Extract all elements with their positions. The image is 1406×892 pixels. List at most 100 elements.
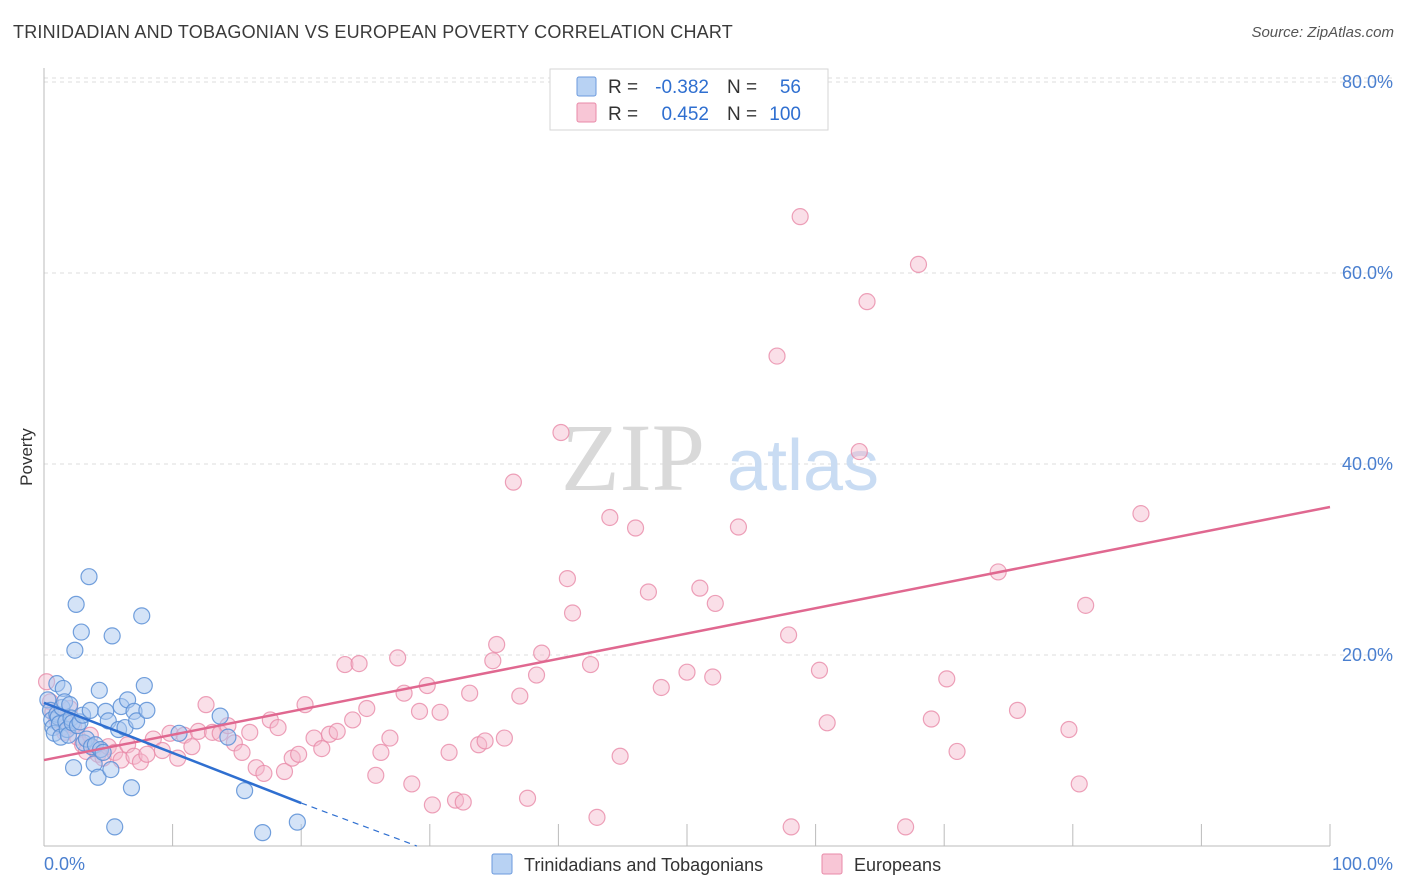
y-tick-label-60: 60.0% bbox=[1342, 263, 1393, 283]
trinidadians-point-56 bbox=[254, 824, 272, 842]
europeans-trend-line bbox=[43, 505, 1331, 762]
europeans-point-64 bbox=[454, 793, 472, 811]
y-tick-labels: 20.0% 40.0% 60.0% 80.0% bbox=[1342, 72, 1393, 665]
europeans-point-99 bbox=[897, 818, 915, 836]
europeans-point-81 bbox=[601, 508, 619, 527]
trinidadians-point-48 bbox=[127, 712, 146, 730]
europeans-point-21 bbox=[138, 745, 156, 763]
europeans-point-67 bbox=[476, 732, 494, 750]
europeans-point-70 bbox=[495, 729, 513, 747]
series-trinidadians-points bbox=[39, 568, 306, 842]
europeans-point-87 bbox=[691, 579, 709, 597]
europeans-point-93 bbox=[782, 818, 800, 836]
europeans-point-29 bbox=[197, 696, 215, 714]
trinidadians-point-40 bbox=[103, 627, 121, 645]
legend-r-label-1: R = bbox=[608, 77, 638, 98]
europeans-point-101 bbox=[922, 710, 940, 728]
europeans-point-68 bbox=[484, 652, 502, 670]
series-legend: Trinidadians and Tobagonians Europeans bbox=[491, 853, 941, 875]
trinidadians-point-49 bbox=[133, 607, 151, 625]
trinidadians-point-50 bbox=[135, 676, 153, 695]
europeans-point-84 bbox=[639, 583, 658, 601]
trinidadians-point-34 bbox=[90, 681, 108, 699]
x-tick-label-min: 0.0% bbox=[44, 854, 85, 874]
y-tick-label-40: 40.0% bbox=[1342, 454, 1393, 474]
europeans-point-91 bbox=[768, 347, 786, 365]
trinidadians-point-39 bbox=[102, 760, 120, 779]
grid-lines bbox=[44, 77, 1392, 656]
x-tick-label-max: 100.0% bbox=[1332, 854, 1393, 874]
europeans-point-88 bbox=[704, 668, 722, 686]
europeans-point-37 bbox=[255, 764, 273, 783]
legend-label-europeans: Europeans bbox=[854, 855, 941, 875]
trinidadians-point-41 bbox=[106, 818, 124, 836]
trinidadians-point-24 bbox=[72, 623, 90, 641]
trinidadians-point-55 bbox=[236, 782, 254, 800]
europeans-point-107 bbox=[1070, 775, 1088, 793]
europeans-point-96 bbox=[818, 714, 836, 732]
europeans-point-80 bbox=[588, 808, 606, 826]
legend-r-label-2: R = bbox=[608, 104, 638, 125]
trinidadians-point-53 bbox=[211, 707, 229, 725]
europeans-point-61 bbox=[431, 703, 449, 721]
europeans-point-106 bbox=[1060, 720, 1078, 739]
trinidadians-point-57 bbox=[288, 813, 306, 831]
trinidadians-point-21 bbox=[67, 595, 85, 613]
europeans-point-62 bbox=[440, 743, 458, 762]
legend-swatch-trinidadians bbox=[491, 853, 513, 875]
europeans-point-83 bbox=[626, 519, 645, 537]
source-credit: Source: ZipAtlas.com bbox=[1251, 24, 1394, 41]
europeans-point-103 bbox=[948, 742, 966, 761]
europeans-point-57 bbox=[403, 775, 421, 793]
legend-swatch-europeans bbox=[821, 853, 843, 875]
europeans-point-97 bbox=[850, 442, 868, 461]
trinidadians-point-54 bbox=[219, 728, 237, 746]
europeans-point-94 bbox=[791, 208, 809, 226]
y-tick-label-80: 80.0% bbox=[1342, 72, 1393, 92]
trinidadians-point-19 bbox=[64, 759, 83, 777]
europeans-point-75 bbox=[527, 666, 546, 684]
europeans-point-49 bbox=[344, 711, 362, 729]
europeans-point-19 bbox=[125, 747, 143, 765]
series-europeans-points bbox=[37, 208, 1150, 836]
legend-r-value-1: -0.382 bbox=[655, 77, 709, 98]
europeans-point-100 bbox=[909, 255, 928, 274]
europeans-point-34 bbox=[233, 743, 251, 762]
europeans-point-51 bbox=[358, 699, 376, 718]
europeans-point-86 bbox=[678, 663, 696, 681]
europeans-point-98 bbox=[858, 293, 876, 311]
europeans-point-42 bbox=[290, 745, 308, 763]
europeans-point-109 bbox=[1132, 505, 1150, 523]
europeans-point-39 bbox=[269, 718, 287, 737]
legend-n-value-2: 100 bbox=[769, 104, 801, 125]
trinidadians-point-20 bbox=[66, 641, 84, 659]
europeans-point-73 bbox=[518, 789, 537, 807]
trinidadians-trend-line bbox=[43, 701, 302, 805]
europeans-point-78 bbox=[563, 604, 582, 622]
europeans-point-27 bbox=[183, 738, 201, 756]
europeans-point-40 bbox=[275, 762, 294, 781]
trinidadians-trend-extension bbox=[300, 802, 418, 847]
europeans-point-53 bbox=[372, 743, 390, 762]
europeans-point-85 bbox=[652, 678, 670, 697]
chart-title: TRINIDADIAN AND TOBAGONIAN VS EUROPEAN P… bbox=[13, 22, 733, 42]
legend-swatch-blue bbox=[576, 76, 597, 97]
europeans-point-76 bbox=[552, 423, 570, 442]
legend-n-label-2: N = bbox=[727, 104, 757, 125]
watermark-atlas: atlas bbox=[727, 426, 879, 506]
europeans-point-90 bbox=[729, 518, 748, 536]
x-tick-labels: 0.0% 100.0% bbox=[44, 854, 1393, 874]
europeans-point-35 bbox=[241, 723, 259, 741]
europeans-point-55 bbox=[389, 649, 407, 667]
europeans-point-95 bbox=[810, 661, 829, 679]
europeans-point-82 bbox=[611, 747, 629, 765]
europeans-point-72 bbox=[511, 687, 529, 705]
europeans-point-45 bbox=[313, 739, 331, 758]
legend-n-label-1: N = bbox=[727, 77, 757, 98]
legend-label-trinidadians: Trinidadians and Tobagonians bbox=[524, 855, 763, 875]
europeans-point-54 bbox=[381, 729, 399, 747]
europeans-point-50 bbox=[350, 654, 368, 673]
watermark: ZIP atlas bbox=[561, 404, 879, 511]
europeans-point-60 bbox=[423, 796, 441, 814]
